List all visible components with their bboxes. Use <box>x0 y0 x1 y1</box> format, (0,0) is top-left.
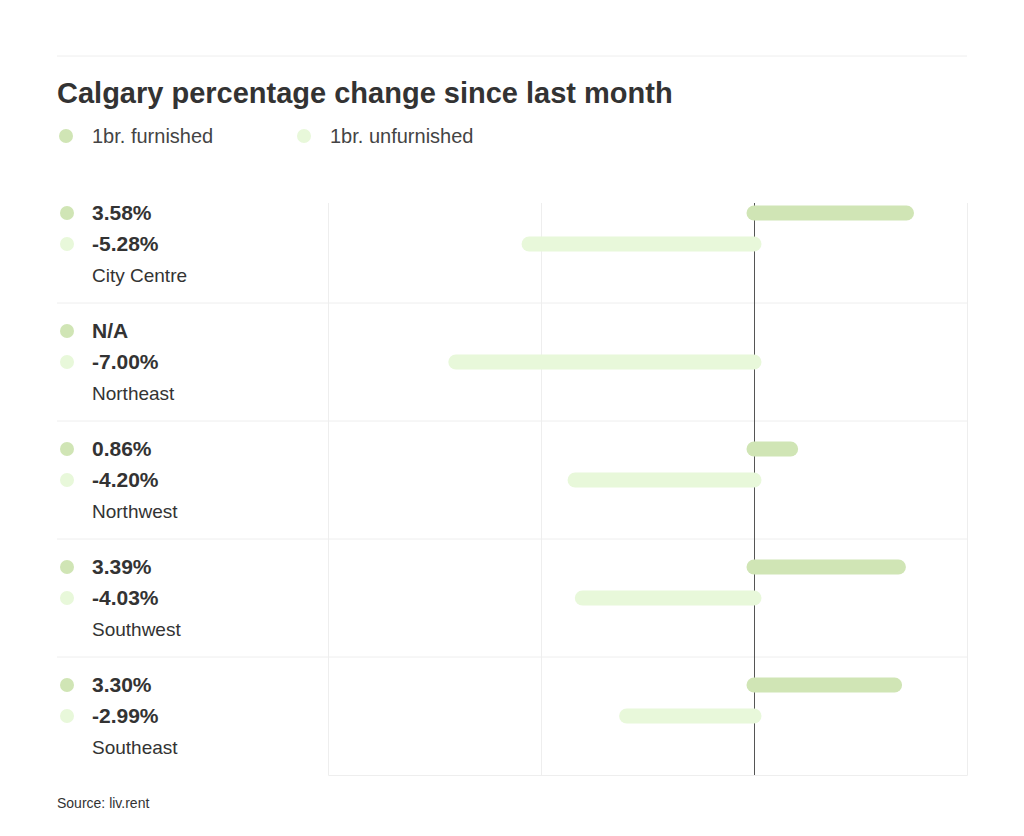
grid-line <box>541 203 542 775</box>
data-label: 3.39% <box>92 555 152 578</box>
row-dot <box>60 206 74 220</box>
data-label: -4.03% <box>92 586 159 609</box>
bar <box>619 709 761 724</box>
row-labels: 3.58% -5.28% City Centre N/A -7.00% Northeast… <box>60 201 187 758</box>
row-dot <box>60 355 74 369</box>
bar <box>522 237 762 252</box>
row-dot <box>60 442 74 456</box>
grid-line <box>328 203 329 775</box>
row-dot <box>60 473 74 487</box>
x-axis <box>329 203 968 776</box>
legend-entry: 1br. furnished <box>59 125 213 147</box>
tick <box>967 203 968 775</box>
bar <box>747 442 799 457</box>
category-label: Northwest <box>92 501 178 522</box>
axis-line <box>329 203 968 776</box>
row-dot <box>60 678 74 692</box>
title: Calgary percentage change since last mon… <box>57 77 673 109</box>
source: Source: liv.rent <box>57 795 149 811</box>
row-dot <box>60 560 74 574</box>
data-label: 3.30% <box>92 673 152 696</box>
data-label: -7.00% <box>92 350 159 373</box>
category-label: Southwest <box>92 619 181 640</box>
bar <box>448 355 761 370</box>
category-label: Southeast <box>92 737 178 758</box>
tick <box>328 203 329 775</box>
legend-entry: 1br. unfurnished <box>297 125 473 147</box>
row-dot <box>60 591 74 605</box>
grid-line <box>967 203 968 775</box>
bar <box>747 206 915 221</box>
legend-label: 1br. furnished <box>92 125 213 147</box>
legend-swatch <box>59 129 73 143</box>
data-label: -4.20% <box>92 468 159 491</box>
bars <box>448 206 914 724</box>
top-rule <box>57 56 967 57</box>
data-label: -5.28% <box>92 232 159 255</box>
row-dot <box>60 237 74 251</box>
bar <box>747 560 906 575</box>
chart: Calgary percentage change since last mon… <box>0 0 1024 836</box>
bar <box>568 473 762 488</box>
category-label: Northeast <box>92 383 175 404</box>
legend-swatch <box>297 129 311 143</box>
data-label: N/A <box>92 319 128 342</box>
row-separator <box>57 421 967 422</box>
data-label: 3.58% <box>92 201 152 224</box>
row-separator <box>57 657 967 658</box>
legend-label: 1br. unfurnished <box>330 125 473 147</box>
tick <box>541 203 542 775</box>
data-label: 0.86% <box>92 437 152 460</box>
data-label: -2.99% <box>92 704 159 727</box>
bar <box>575 591 762 606</box>
row-dot <box>60 324 74 338</box>
row-dot <box>60 709 74 723</box>
row-separator <box>57 303 967 304</box>
row-separator <box>57 539 967 540</box>
category-label: City Centre <box>92 265 187 286</box>
bar <box>747 678 903 693</box>
